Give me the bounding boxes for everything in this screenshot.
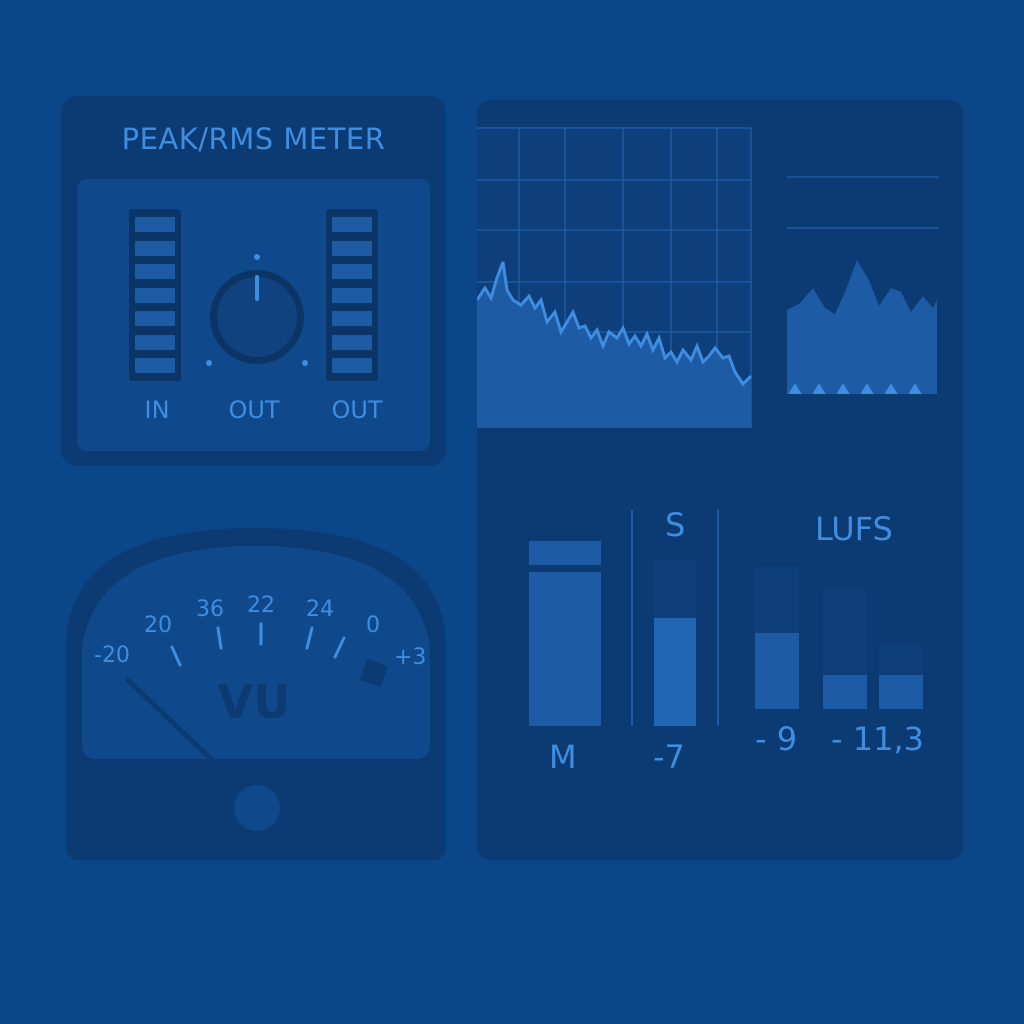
- divider-right: [717, 510, 719, 726]
- momentary-peak-bar: [529, 541, 601, 565]
- vu-screw: [234, 785, 280, 831]
- short-term-meter-fill: [654, 618, 696, 726]
- momentary-meter: [529, 572, 601, 726]
- short-term-meter: [654, 560, 696, 726]
- output-level-meter: [326, 209, 378, 381]
- peak-rms-title: PEAK/RMS METER: [121, 122, 386, 156]
- output-meter-label: OUT: [331, 396, 383, 424]
- integrated-meter-fill: [755, 633, 799, 709]
- peak-rms-body: IN OUT OUT: [77, 179, 430, 451]
- vu-peak-indicator: [359, 658, 389, 688]
- lufs-meter-2: [823, 589, 867, 709]
- vu-needle: [125, 677, 215, 763]
- vu-meter: -20 20 36 22 24 0 +3 VU: [66, 528, 446, 860]
- vu-scale-24: 24: [306, 597, 334, 622]
- momentary-label: M: [549, 738, 577, 776]
- vu-scale-0: 0: [366, 613, 380, 638]
- spectrum-analyzer: [477, 127, 939, 428]
- vu-label: VU: [218, 675, 291, 729]
- short-term-label: S: [665, 506, 686, 544]
- vu-scale-plus3: +3: [394, 645, 426, 670]
- analyzer-panel: M S -7 LUFS - 9 - 11,3: [477, 100, 963, 860]
- lufs-value-2: - 11,3: [831, 720, 924, 758]
- vu-scale-minus20: -20: [94, 643, 130, 668]
- lufs-meter-3: [879, 645, 923, 709]
- vu-meter-panel: -20 20 36 22 24 0 +3 VU: [66, 528, 446, 860]
- waveform-display: [787, 260, 937, 394]
- vu-scale-20: 20: [144, 613, 172, 638]
- lufs-value-1: - 9: [755, 720, 798, 758]
- output-gain-knob[interactable]: [195, 247, 319, 377]
- lufs-meter-2-fill: [823, 675, 867, 709]
- integrated-meter: [755, 567, 799, 709]
- lufs-meter-3-fill: [879, 675, 923, 709]
- divider-left: [631, 510, 633, 726]
- vu-scale-22: 22: [247, 593, 275, 618]
- input-level-meter: [129, 209, 181, 381]
- lufs-label: LUFS: [815, 510, 893, 548]
- spectrum-fill: [477, 262, 751, 428]
- waveform-markers: [788, 383, 922, 395]
- output-knob-label: OUT: [228, 396, 280, 424]
- vu-scale-36: 36: [196, 597, 224, 622]
- input-label: IN: [144, 396, 170, 424]
- vu-tick-marks: [170, 622, 346, 667]
- short-term-value: -7: [653, 738, 685, 776]
- peak-rms-panel: PEAK/RMS METER IN OUT OUT: [61, 96, 446, 466]
- spectrum-line: [477, 261, 753, 387]
